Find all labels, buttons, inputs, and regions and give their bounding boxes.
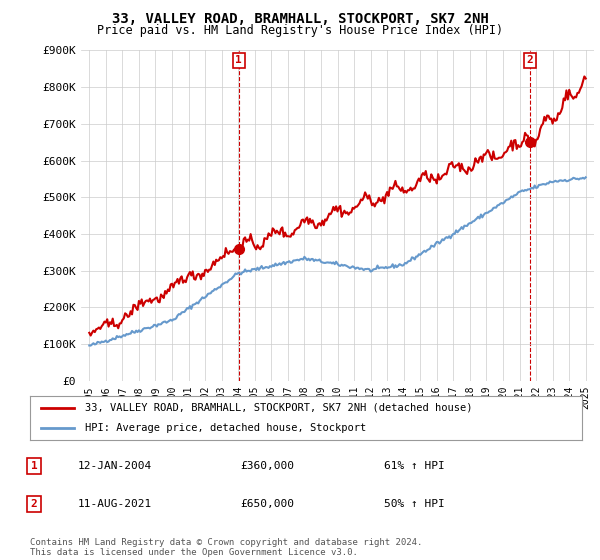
Text: 12-JAN-2004: 12-JAN-2004 (78, 461, 152, 471)
Text: 2: 2 (31, 499, 38, 509)
Text: 1: 1 (235, 55, 242, 66)
Text: 1: 1 (31, 461, 38, 471)
Text: £650,000: £650,000 (240, 499, 294, 509)
Text: £360,000: £360,000 (240, 461, 294, 471)
Text: Contains HM Land Registry data © Crown copyright and database right 2024.
This d: Contains HM Land Registry data © Crown c… (30, 538, 422, 557)
Text: 33, VALLEY ROAD, BRAMHALL, STOCKPORT, SK7 2NH: 33, VALLEY ROAD, BRAMHALL, STOCKPORT, SK… (112, 12, 488, 26)
Text: Price paid vs. HM Land Registry's House Price Index (HPI): Price paid vs. HM Land Registry's House … (97, 24, 503, 37)
Text: 11-AUG-2021: 11-AUG-2021 (78, 499, 152, 509)
Text: HPI: Average price, detached house, Stockport: HPI: Average price, detached house, Stoc… (85, 423, 367, 433)
Text: 2: 2 (526, 55, 533, 66)
Text: 50% ↑ HPI: 50% ↑ HPI (384, 499, 445, 509)
Text: 33, VALLEY ROAD, BRAMHALL, STOCKPORT, SK7 2NH (detached house): 33, VALLEY ROAD, BRAMHALL, STOCKPORT, SK… (85, 403, 473, 413)
Text: 61% ↑ HPI: 61% ↑ HPI (384, 461, 445, 471)
